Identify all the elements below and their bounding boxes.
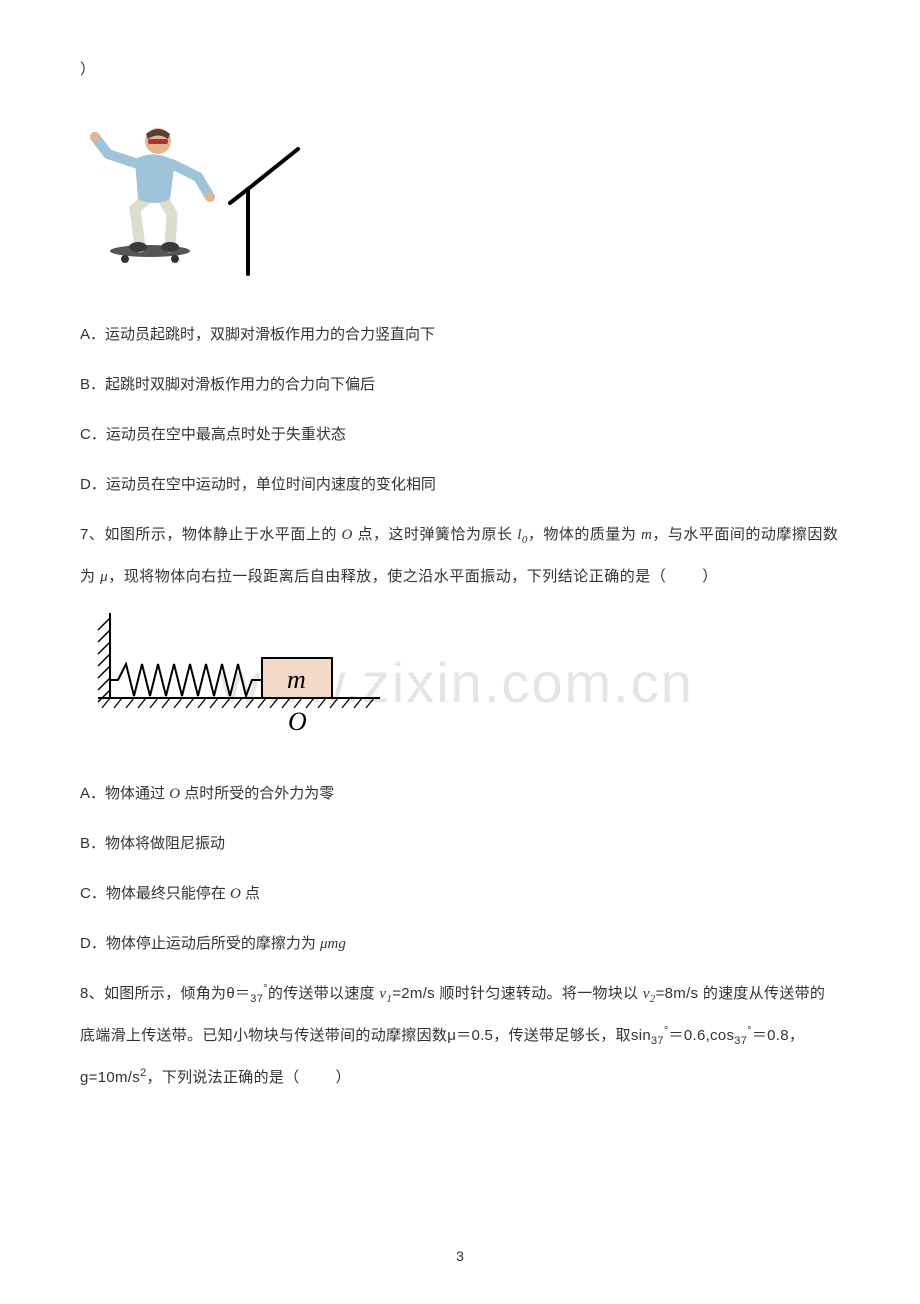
q7-m: m: [641, 527, 652, 543]
closing-paren: ）: [80, 50, 840, 89]
q7d-1: D．物体停止运动后所受的摩擦力为: [80, 935, 320, 952]
q8-1: 8、如图所示，倾角为θ＝: [80, 985, 250, 1002]
q6-option-b: B．起跳时双脚对滑板作用力的合力向下偏后: [80, 364, 840, 406]
q7c-O: O: [230, 886, 241, 902]
q7-text: 7、如图所示，物体静止于水平面上的 O 点，这时弹簧恰为原长 l0，物体的质量为…: [80, 514, 840, 598]
q7-t5: ，现将物体向右拉一段距离后自由释放，使之沿水平面振动，下列结论正确的是（: [108, 568, 666, 585]
q7-mu: μ: [100, 569, 108, 585]
q6-option-c: C．运动员在空中最高点时处于失重状态: [80, 414, 840, 456]
q7-option-a: A．物体通过 O 点时所受的合外力为零: [80, 773, 840, 815]
q7-option-d: D．物体停止运动后所受的摩擦力为 μmg: [80, 923, 840, 965]
page-number: 3: [0, 1238, 920, 1274]
figure-spring-block: m O: [80, 608, 840, 753]
q7-option-b: B．物体将做阻尼振动: [80, 823, 840, 865]
q7-t3: ，物体的质量为: [528, 526, 641, 543]
q8-8: ）: [336, 1069, 351, 1086]
q8-37b: 37: [651, 1035, 664, 1047]
q7-option-c: C．物体最终只能停在 O 点: [80, 873, 840, 915]
q7a-O: O: [169, 786, 180, 802]
q7a-2: 点时所受的合外力为零: [180, 785, 334, 802]
q6-option-a: A．运动员起跳时，双脚对滑板作用力的合力竖直向下: [80, 314, 840, 356]
q7-t1: 7、如图所示，物体静止于水平面上的: [80, 526, 342, 543]
q8-5: ＝0.6,cos: [669, 1027, 735, 1044]
q7-O1: O: [342, 527, 353, 543]
q7c-2: 点: [241, 885, 260, 902]
q8-37a: 37: [250, 993, 263, 1005]
q7c-1: C．物体最终只能停在: [80, 885, 230, 902]
q7d-mu: μmg: [320, 936, 346, 952]
fig2-m-label: m: [287, 665, 306, 694]
figure-skateboard: [80, 99, 840, 294]
q7-t2: 点，这时弹簧恰为原长: [353, 526, 517, 543]
fig2-O-label: O: [288, 707, 307, 736]
q8-37c: 37: [734, 1035, 747, 1047]
q7a-1: A．物体通过: [80, 785, 169, 802]
q7-t6: ）: [702, 568, 718, 585]
q8-text: 8、如图所示，倾角为θ＝37°的传送带以速度 v1=2m/s 顺时针匀速转动。将…: [80, 973, 840, 1099]
q6-option-d: D．运动员在空中运动时，单位时间内速度的变化相同: [80, 464, 840, 506]
q8-3: =2m/s 顺时针匀速转动。将一物块以: [392, 985, 643, 1002]
q8-7: ，下列说法正确的是（: [146, 1069, 299, 1086]
q8-v2: v: [643, 986, 650, 1002]
q8-2: 的传送带以速度: [268, 985, 380, 1002]
